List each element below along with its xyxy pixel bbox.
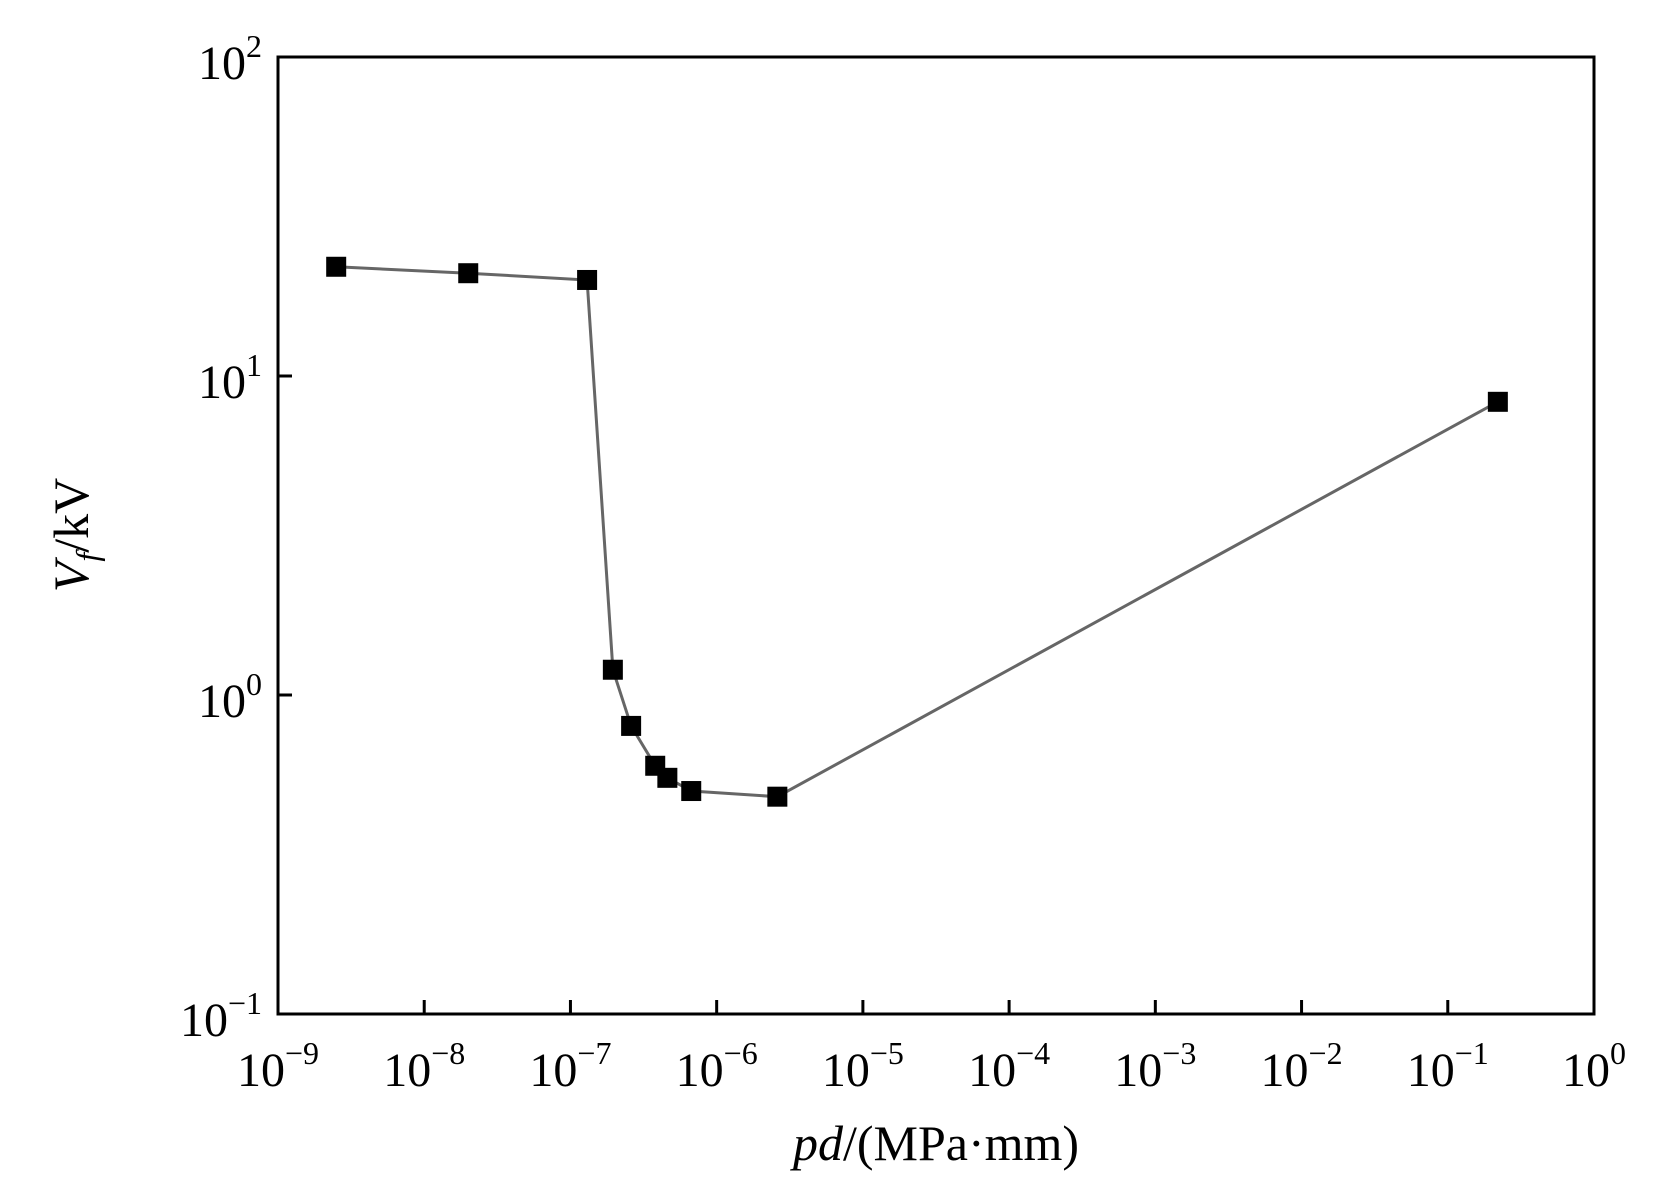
data-point-7 bbox=[681, 781, 702, 802]
series-line bbox=[336, 265, 1499, 799]
data-point-2 bbox=[577, 269, 598, 290]
x-tick-label-6: 10−3 bbox=[1114, 1035, 1196, 1097]
y-tick-label-2: 101 bbox=[198, 347, 262, 409]
x-tick-label-5: 10−4 bbox=[968, 1035, 1050, 1097]
x-tick-label-8: 10−1 bbox=[1407, 1035, 1489, 1097]
x-axis-title: pd/(MPa·mm) bbox=[790, 1115, 1079, 1171]
data-point-4 bbox=[621, 715, 642, 736]
data-point-8 bbox=[767, 786, 788, 807]
tick-labels: 10−9 10−8 10−7 10−6 10−5 10−4 10−3 10−2 10−1 100 1… bbox=[180, 28, 1626, 1097]
x-tick-label-3: 10−6 bbox=[676, 1035, 758, 1097]
y-tick-label-3: 102 bbox=[198, 28, 262, 90]
x-tick-label-9: 100 bbox=[1562, 1035, 1626, 1097]
markers bbox=[326, 256, 1508, 807]
data-point-3 bbox=[602, 659, 623, 680]
data-point-0 bbox=[326, 256, 347, 277]
ticks bbox=[276, 55, 1596, 1016]
plot-area bbox=[276, 55, 1596, 1016]
data-point-6 bbox=[657, 767, 678, 788]
x-tick-label-2: 10−7 bbox=[529, 1035, 611, 1097]
x-tick-label-4: 10−5 bbox=[822, 1035, 904, 1097]
y-tick-label-1: 100 bbox=[198, 666, 262, 728]
x-tick-label-1: 10−8 bbox=[383, 1035, 465, 1097]
x-tick-label-0: 10−9 bbox=[237, 1035, 319, 1097]
data-point-1 bbox=[458, 263, 479, 284]
y-tick-label-0: 10−1 bbox=[180, 985, 262, 1047]
x-tick-label-7: 10−2 bbox=[1261, 1035, 1343, 1097]
data-point-9 bbox=[1487, 391, 1508, 412]
y-axis-title: Vf/kV bbox=[43, 478, 105, 592]
